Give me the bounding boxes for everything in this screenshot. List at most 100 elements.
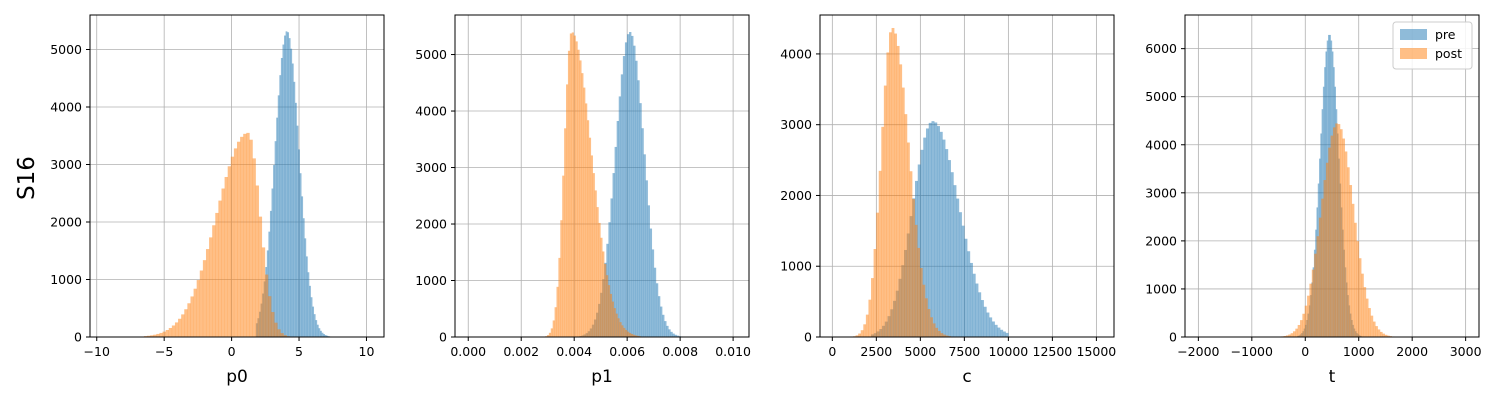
histogram-bar-post (156, 333, 160, 337)
histogram-bar-pre (324, 335, 327, 337)
y-tick-label: 1000 (780, 259, 812, 274)
x-axis-label: t (1329, 367, 1336, 387)
histogram-bar-pre (307, 272, 310, 337)
histogram-bar-post (218, 200, 222, 337)
histogram-bar-pre (323, 334, 325, 337)
histogram-bar-post (566, 84, 569, 337)
histogram-bar-post (1302, 313, 1305, 337)
histogram-bar-pre (274, 141, 277, 337)
histogram-bar-pre (660, 306, 663, 337)
histogram-bar-post (548, 332, 552, 337)
x-tick-label: 5000 (904, 344, 936, 359)
histogram-bar-pre (624, 42, 628, 337)
histogram-bar-post (581, 73, 584, 338)
histogram-bar-pre (969, 262, 973, 337)
histogram-bar-post (604, 263, 607, 337)
histogram-bar-pre (315, 320, 318, 337)
histogram-bar-post (1382, 333, 1385, 337)
histogram-bar-post (199, 270, 204, 337)
histogram-bar-post (209, 237, 213, 337)
x-tick-label: 7500 (948, 344, 980, 359)
histogram-bar-post (901, 87, 905, 337)
histogram-bar-pre (284, 35, 286, 338)
x-tick-label: 0 (828, 344, 836, 359)
histogram-bar-pre (672, 333, 675, 337)
histogram-bar-post (1372, 321, 1376, 337)
x-tick-label: 15000 (1077, 344, 1117, 359)
plot-frame (819, 14, 1115, 338)
histogram-bar-post (587, 120, 590, 337)
histogram-bar-pre (936, 126, 940, 337)
histogram-bar-post (1337, 124, 1341, 337)
y-tick-label: 4000 (780, 46, 812, 61)
histogram-bar-pre (622, 56, 626, 338)
x-axis-label: c (962, 367, 971, 387)
histogram-bar-pre (285, 31, 288, 337)
histogram-bar-post (1288, 334, 1291, 337)
histogram-bar-pre (633, 45, 636, 338)
histogram-bar-post (150, 335, 154, 337)
histogram-bar-pre (269, 210, 272, 337)
histogram-bar-pre (950, 172, 954, 337)
histogram-bar-pre (1000, 329, 1004, 337)
legend-label-pre: pre (1435, 27, 1456, 42)
histogram-bar-post (917, 247, 921, 337)
y-tick-label: 0 (439, 330, 447, 345)
histogram-bar-post (1323, 180, 1327, 337)
histogram-bar-post (932, 323, 936, 337)
histogram-bar-post (935, 327, 939, 337)
histogram-bar-post (283, 335, 287, 337)
legend-label-post: post (1435, 46, 1462, 61)
histogram-bar-post (554, 307, 557, 337)
x-tick-label: 1000 (1343, 344, 1375, 359)
plot-frame (89, 14, 385, 338)
histogram-bar-pre (312, 306, 315, 337)
histogram-bar-pre (290, 48, 293, 338)
histogram-bar-post (230, 156, 235, 337)
histogram-bar-post (277, 329, 281, 337)
y-tick-label: 1000 (1145, 281, 1177, 296)
y-tick-label: 2000 (1145, 233, 1177, 248)
x-tick-label: 0.010 (715, 344, 751, 359)
histogram-bar-post (1361, 273, 1364, 337)
y-tick-label: 3000 (1145, 185, 1177, 200)
histogram-bar-post (550, 328, 553, 337)
histogram-bar-post (215, 212, 219, 337)
histogram-bar-post (162, 331, 166, 337)
histogram-bar-pre (608, 222, 611, 337)
histogram-bar-post (615, 313, 618, 337)
histogram-bar-post (860, 330, 864, 337)
histogram-bar-pre (991, 321, 995, 337)
histogram-bar-post (1285, 335, 1289, 337)
histogram-bar-post (1340, 129, 1343, 337)
histogram-bar-post (1321, 198, 1324, 337)
histogram-bar-pre (291, 63, 294, 337)
histogram-bar-pre (945, 149, 949, 337)
histogram-bar-pre (1002, 331, 1006, 337)
histogram-bar-pre (637, 80, 640, 338)
legend-swatch-post (1400, 48, 1427, 59)
histogram-bar-pre (676, 335, 679, 337)
histogram-bar-pre (964, 238, 968, 337)
histogram-bar-post (1304, 305, 1308, 337)
histogram-bar-post (271, 312, 275, 337)
histogram-bar-post (594, 190, 597, 337)
histogram-bar-pre (296, 125, 299, 337)
histogram-bar-post (873, 249, 877, 337)
histogram-bar-post (611, 301, 614, 337)
histogram-bar-post (564, 128, 567, 337)
x-axis-label: p1 (591, 367, 613, 387)
histogram-bar-post (1307, 295, 1310, 337)
y-tick-label: 1000 (50, 272, 82, 287)
y-tick-label: 4000 (1145, 137, 1177, 152)
histogram-bar-post (165, 330, 170, 337)
legend: pre post (1392, 21, 1473, 70)
histogram-bar-post (1318, 217, 1322, 337)
histogram-bar-post (634, 335, 637, 337)
histogram-bar-pre (649, 228, 653, 337)
x-tick-label: 0 (1301, 344, 1309, 359)
histogram-bar-post (1328, 147, 1331, 337)
histogram-bar-pre (277, 95, 280, 337)
histogram-bar-pre (614, 146, 617, 337)
histogram-bar-pre (616, 120, 619, 338)
